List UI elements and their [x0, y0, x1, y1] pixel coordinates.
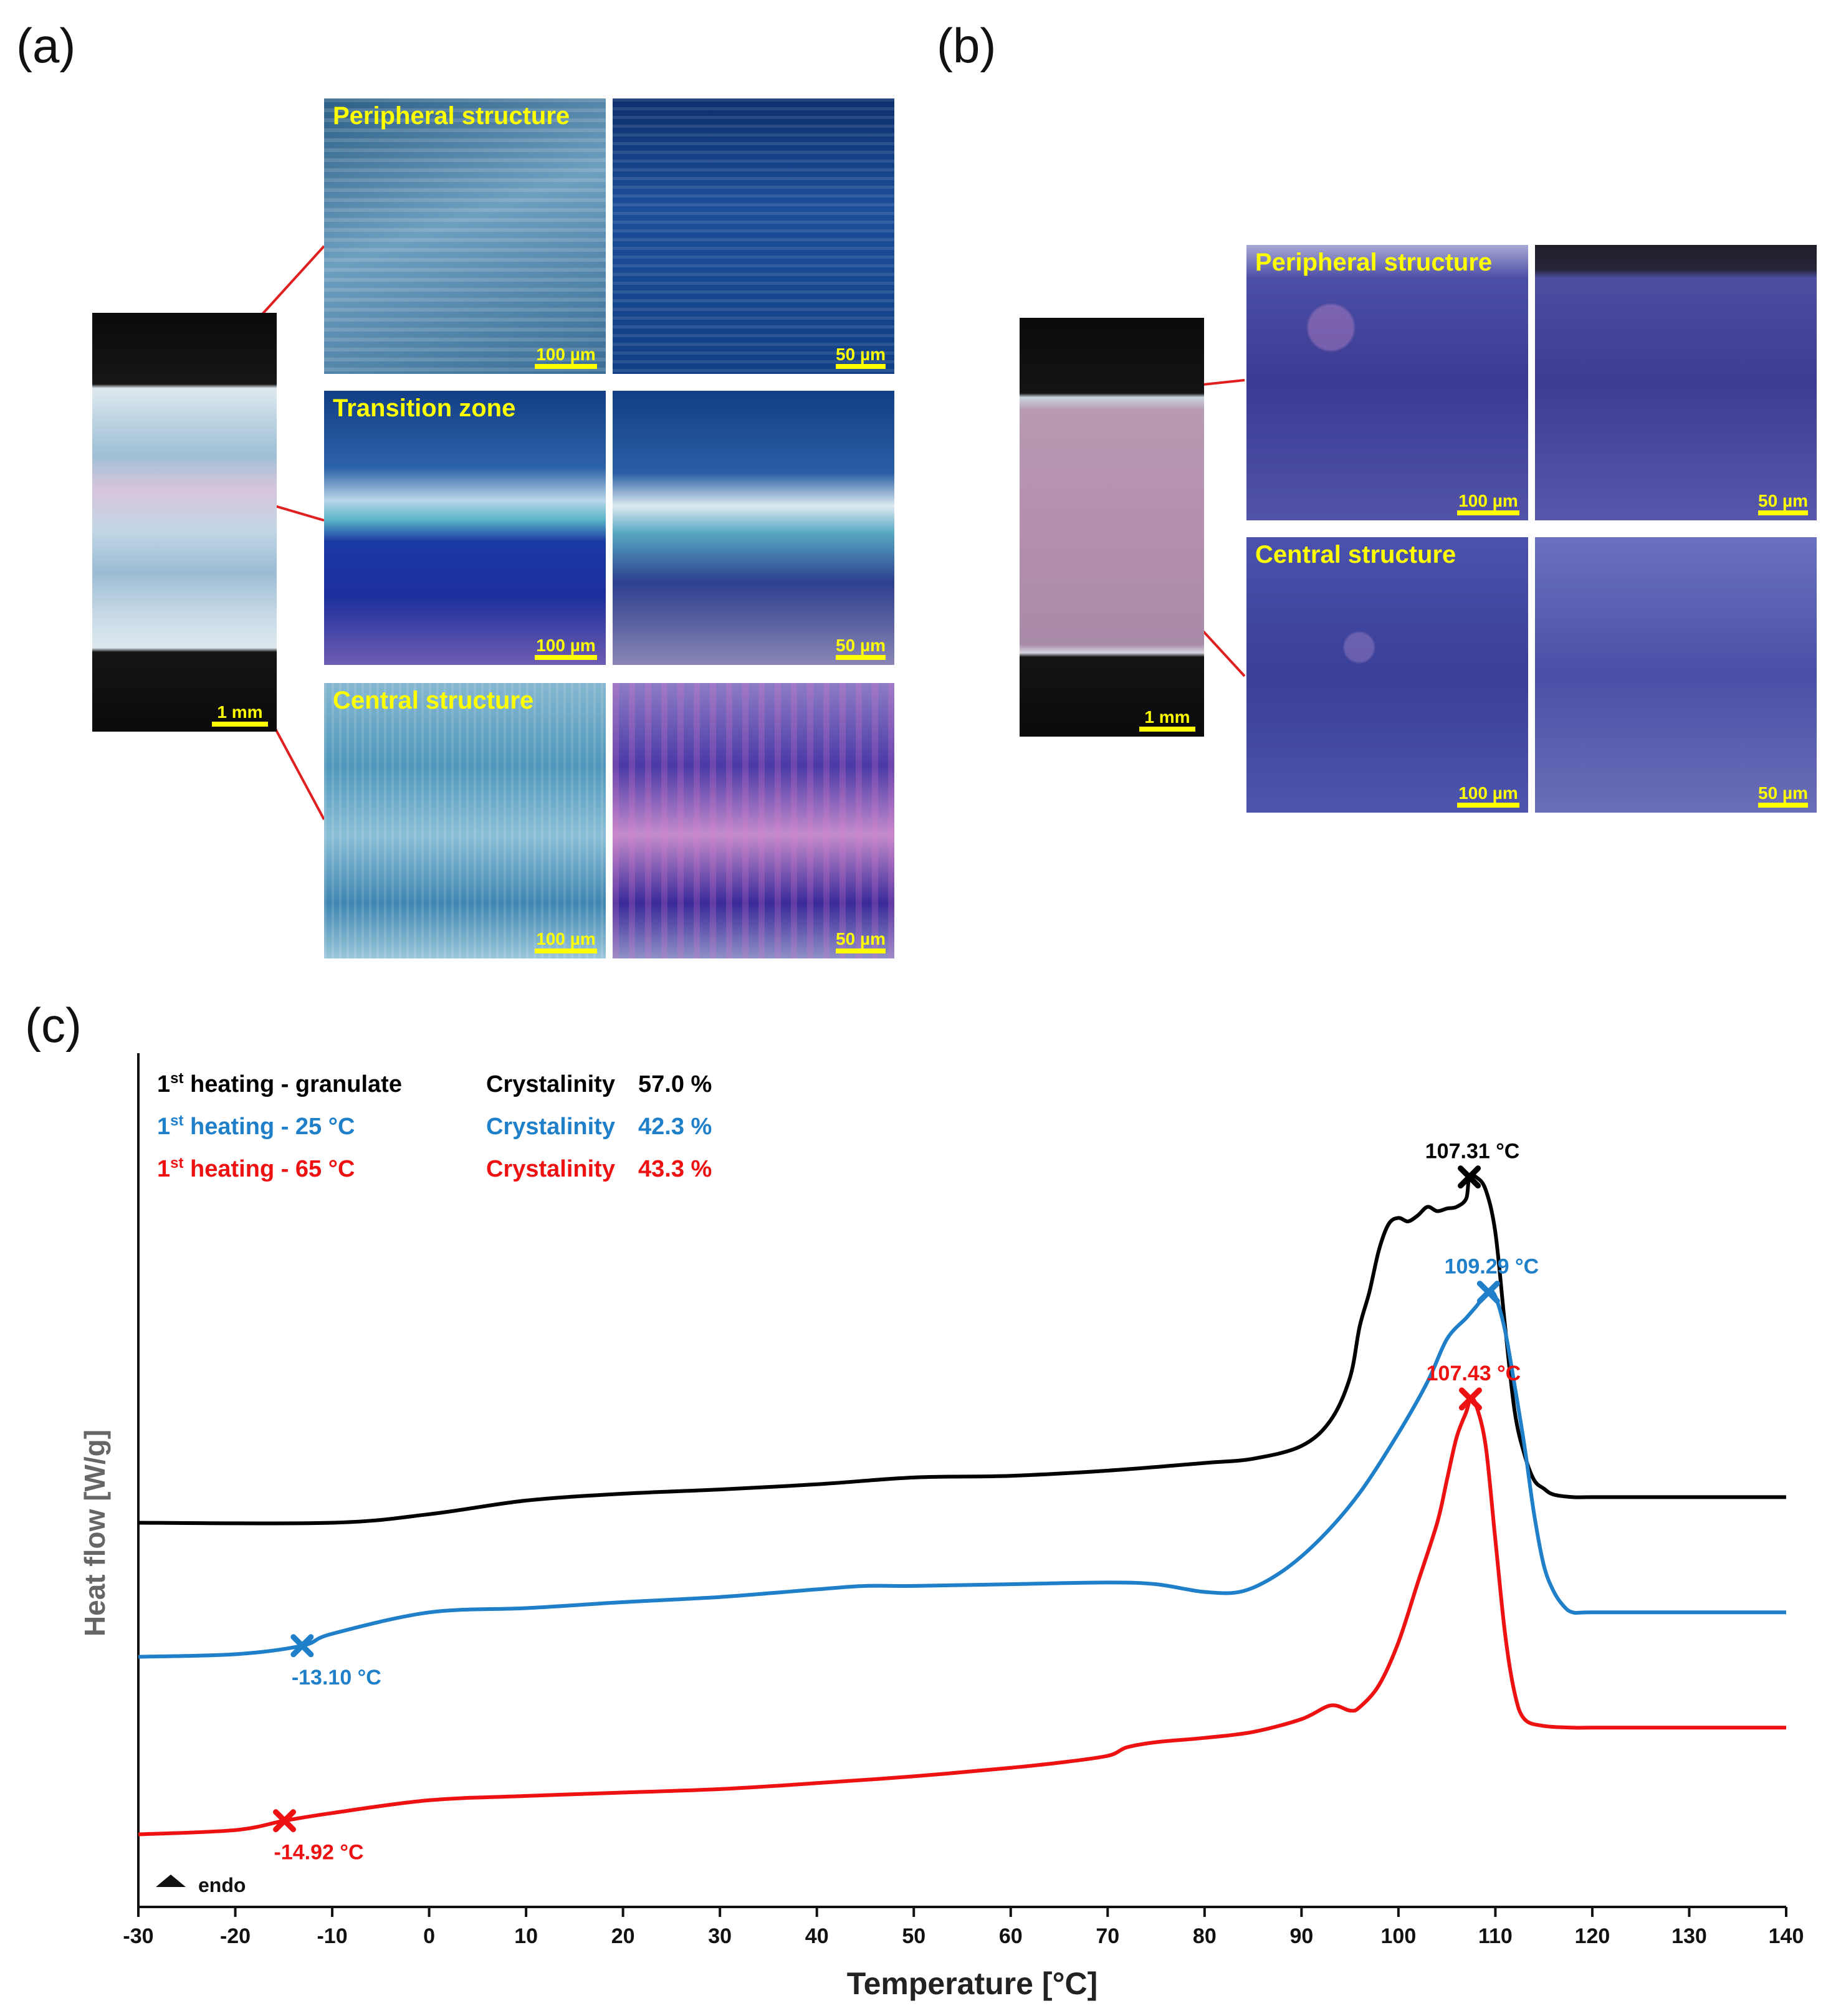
legend-crystallinity-label: Crystalinity [486, 1156, 615, 1182]
x-tick-label: 30 [708, 1924, 732, 1948]
x-tick-label: 10 [514, 1924, 538, 1948]
panel-c-letter: (c) [25, 998, 82, 1053]
x-tick-label: 110 [1478, 1924, 1513, 1948]
row-label: Central structure [333, 687, 534, 714]
scale-bar: 1 mm [212, 703, 268, 727]
series-line-2 [138, 1396, 1787, 1837]
x-tick-label: 40 [805, 1924, 829, 1948]
dsc-chart: -30 -20 -10 0 10 20 30 40 50 60 70 80 90 100 110 120 130… [79, 1053, 1804, 2001]
panel-a-central-left: Central structure 100 µm [324, 683, 606, 958]
legend-entry: 1st heating - 25 °C [157, 1112, 355, 1140]
panel-a-central-right: 50 µm [613, 683, 894, 958]
chart-markers: 107.31 °C 109.29 °C -13.10 °C 107.43 °C -14.… [273, 1140, 1539, 1865]
row-label: Transition zone [333, 394, 516, 422]
x-tick-label: -20 [220, 1924, 251, 1948]
x-tick-label: 100 [1381, 1924, 1417, 1948]
marker-label: 109.29 °C [1445, 1255, 1539, 1279]
peak-marker: 107.31 °C [1425, 1140, 1520, 1189]
panel-b-letter: (b) [937, 18, 997, 73]
legend-crystallinity-value: 43.3 % [638, 1156, 712, 1182]
panel-a-transition-right: 50 µm [613, 391, 894, 665]
x-tick-label: 0 [423, 1924, 435, 1948]
panel-b-central-left: Central structure 100 µm [1246, 537, 1528, 813]
row-label: Central structure [1255, 541, 1456, 568]
panel-b-peripheral-right: 50 µm [1535, 245, 1817, 520]
peak-marker: 109.29 °C [1445, 1255, 1539, 1304]
marker-label: -14.92 °C [274, 1841, 364, 1865]
x-ticks: -30 -20 -10 0 10 20 30 40 50 60 70 80 90 100 110 120 130… [123, 1907, 1804, 1948]
panel-b-central-right: 50 µm [1535, 537, 1817, 813]
x-tick-label: 80 [1193, 1924, 1217, 1948]
x-marker-icon [273, 1809, 297, 1833]
x-tick-label: 70 [1096, 1924, 1119, 1948]
panel-a-peripheral-left: Peripheral structure 100 µm [324, 98, 606, 374]
series-line-1 [138, 1289, 1786, 1659]
legend-crystallinity-value: 42.3 % [638, 1114, 712, 1140]
legend-entry: 1st heating - 65 °C [157, 1155, 355, 1182]
scale-bar: 50 µm [836, 636, 886, 660]
x-tick-label: -30 [123, 1924, 153, 1948]
peak-marker: -13.10 °C [290, 1634, 381, 1689]
legend-crystallinity-label: Crystalinity [486, 1071, 615, 1097]
row-label: Peripheral structure [333, 102, 570, 130]
x-tick-label: 140 [1769, 1924, 1804, 1948]
x-marker-icon [1458, 1387, 1482, 1411]
legend-entry: 1st heating - granulate [157, 1070, 402, 1097]
scale-bar: 100 µm [1457, 784, 1519, 808]
x-tick-label: 50 [902, 1924, 925, 1948]
panel-b-overview-image: 1 mm [1020, 318, 1204, 737]
chart-axes [137, 1053, 1786, 1908]
chart-curves [138, 1173, 1787, 1837]
peak-marker: 107.43 °C [1427, 1362, 1521, 1411]
scale-bar: 1 mm [1139, 708, 1195, 732]
x-axis-label: Temperature [°C] [847, 1966, 1097, 2001]
series-line-0 [138, 1173, 1786, 1526]
chart-legend: 1st heating - granulate Crystalinity 57.0 … [157, 1070, 712, 1182]
scale-bar: 100 µm [535, 636, 597, 660]
y-axis-label: Heat flow [W/g] [79, 1430, 111, 1636]
marker-label: 107.43 °C [1427, 1362, 1521, 1385]
panel-b-peripheral-left: Peripheral structure 100 µm [1246, 245, 1528, 520]
endo-arrow-icon [156, 1875, 186, 1887]
x-tick-label: 90 [1289, 1924, 1313, 1948]
x-marker-icon [290, 1634, 314, 1658]
x-tick-label: 130 [1671, 1924, 1707, 1948]
scale-bar: 50 µm [836, 930, 886, 953]
peak-marker: -14.92 °C [273, 1809, 364, 1865]
scale-bar: 100 µm [535, 345, 597, 369]
endo-indicator: endo [156, 1874, 246, 1896]
x-marker-icon [1476, 1281, 1500, 1304]
panel-a-transition-left: Transition zone 100 µm [324, 391, 606, 665]
x-tick-label: 120 [1575, 1924, 1610, 1948]
scale-bar: 50 µm [836, 345, 886, 369]
legend-crystallinity-label: Crystalinity [486, 1114, 615, 1140]
panel-a-overview-image: 1 mm [92, 313, 277, 732]
scale-bar: 100 µm [535, 930, 597, 953]
panel-a-peripheral-right: 50 µm [613, 98, 894, 374]
legend-crystallinity-value: 57.0 % [638, 1071, 712, 1097]
x-tick-label: 20 [611, 1924, 635, 1948]
scale-bar: 50 µm [1758, 492, 1808, 515]
panel-a-letter: (a) [16, 18, 76, 73]
x-marker-icon [1458, 1165, 1481, 1189]
x-tick-label: 60 [999, 1924, 1023, 1948]
x-tick-label: -10 [317, 1924, 347, 1948]
scale-bar: 100 µm [1457, 492, 1519, 515]
marker-label: -13.10 °C [292, 1666, 381, 1689]
endo-label: endo [198, 1874, 246, 1896]
marker-label: 107.31 °C [1425, 1140, 1520, 1163]
scale-bar: 50 µm [1758, 784, 1808, 808]
row-label: Peripheral structure [1255, 249, 1493, 276]
